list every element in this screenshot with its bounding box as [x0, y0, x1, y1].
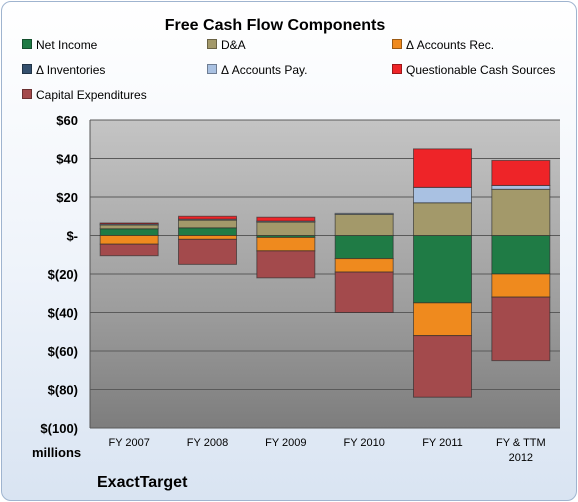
bar-segment — [178, 219, 237, 229]
x-tick-label: FY 2010 — [343, 437, 384, 449]
company-name: ExactTarget — [97, 474, 188, 491]
legend-item: Capital Expenditures — [22, 88, 147, 102]
legend-label: Δ Accounts Rec. — [406, 38, 495, 52]
bar-segment — [413, 302, 472, 337]
y-tick-label: $(60) — [48, 344, 78, 359]
legend-label: Questionable Cash Sources — [406, 63, 556, 77]
bar-segment — [178, 238, 237, 265]
legend-label: Net Income — [36, 38, 98, 52]
bar-segment — [99, 222, 159, 225]
y-tick-label: $(100) — [40, 421, 78, 436]
y-tick-label: $20 — [56, 190, 78, 205]
legend-item: Questionable Cash Sources — [392, 63, 555, 77]
bar-segment — [491, 159, 551, 186]
bar-segment — [334, 258, 394, 273]
legend-item: Δ Accounts Rec. — [392, 38, 494, 52]
bar-segment — [256, 250, 316, 279]
y-tick-label: $(80) — [48, 383, 78, 398]
legend-swatch — [392, 39, 402, 49]
y-tick-label: $(20) — [48, 267, 78, 282]
legend-label: Δ Inventories — [36, 63, 106, 77]
bar-segment — [334, 213, 394, 236]
bar-segment — [256, 216, 316, 222]
legend-label: Capital Expenditures — [36, 88, 147, 102]
bar-segment — [334, 212, 394, 215]
x-tick-label: FY 2008 — [187, 437, 228, 449]
y-tick-label: $- — [66, 229, 78, 244]
y-tick-label: $60 — [56, 113, 78, 128]
legend-swatch — [22, 64, 32, 74]
legend-swatch — [22, 89, 32, 99]
bar-segment — [491, 235, 551, 275]
bar-segment — [491, 188, 551, 237]
units-label: millions — [32, 445, 82, 460]
legend-label: Δ Accounts Pay. — [221, 63, 308, 77]
bar-segment — [334, 235, 394, 260]
x-tick-label: 2012 — [509, 452, 533, 464]
bar-segment — [178, 227, 237, 237]
x-tick-label: FY 2011 — [422, 437, 463, 449]
bar-segment — [99, 228, 159, 236]
bar-segment — [491, 273, 551, 298]
chart-title: Free Cash Flow Components — [164, 17, 386, 34]
legend-swatch — [392, 64, 402, 74]
legend-item: D&A — [207, 38, 246, 52]
bar-segment — [491, 184, 551, 190]
legend-item: Net Income — [22, 38, 97, 52]
legend-item: Δ Inventories — [22, 63, 105, 77]
x-tick-label: FY 2009 — [265, 437, 306, 449]
bar-segment — [256, 221, 316, 236]
legend-label: D&A — [221, 38, 246, 52]
legend-item: Δ Accounts Pay. — [207, 63, 308, 77]
bar-segment — [99, 243, 159, 257]
bar-segment — [256, 236, 316, 252]
x-tick-label: FY 2007 — [108, 437, 149, 449]
bar-segment — [413, 235, 472, 304]
legend-swatch — [22, 39, 32, 49]
bar-segment — [413, 335, 472, 398]
bar-segment — [491, 296, 551, 362]
x-tick-label: FY & TTM — [496, 437, 546, 449]
bar-segment — [99, 224, 159, 230]
bar-segment — [334, 271, 394, 314]
legend-swatch — [207, 39, 217, 49]
bar-segment — [413, 186, 472, 204]
y-tick-label: $40 — [56, 152, 78, 167]
bar-segment — [413, 148, 472, 188]
bar-segment — [99, 235, 159, 245]
legend-swatch — [207, 64, 217, 74]
y-tick-label: $(40) — [48, 306, 78, 321]
bar-segment — [178, 215, 237, 220]
bar-segment — [178, 235, 237, 240]
bar-segment — [413, 202, 472, 236]
